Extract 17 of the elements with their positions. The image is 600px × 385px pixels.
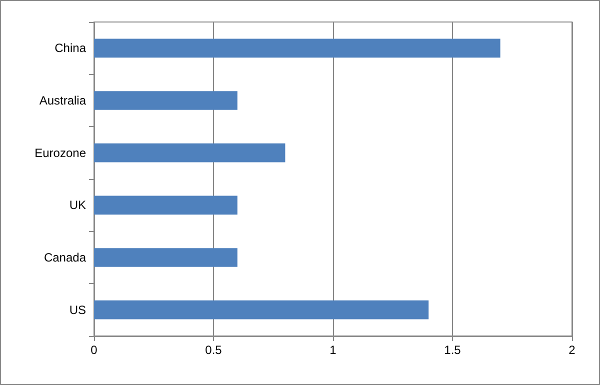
bar (94, 143, 286, 162)
x-tick-label: 2 (568, 343, 576, 357)
x-tick-label: 0 (90, 343, 98, 357)
x-tick-label: 0.5 (205, 343, 222, 357)
bar (94, 38, 500, 58)
y-tick-label: China (54, 41, 86, 56)
x-tick-label: 1 (330, 343, 337, 357)
y-tick-label: US (69, 302, 86, 317)
bar (94, 300, 429, 320)
y-tick-label: Canada (44, 250, 86, 264)
y-tick-label: Eurozone (34, 146, 86, 160)
y-tick-label: UK (69, 198, 86, 212)
y-tick-label: Australia (39, 94, 86, 108)
bar (94, 248, 238, 267)
x-tick-label: 1.5 (444, 343, 462, 357)
bar (94, 91, 238, 110)
bar (94, 196, 238, 215)
